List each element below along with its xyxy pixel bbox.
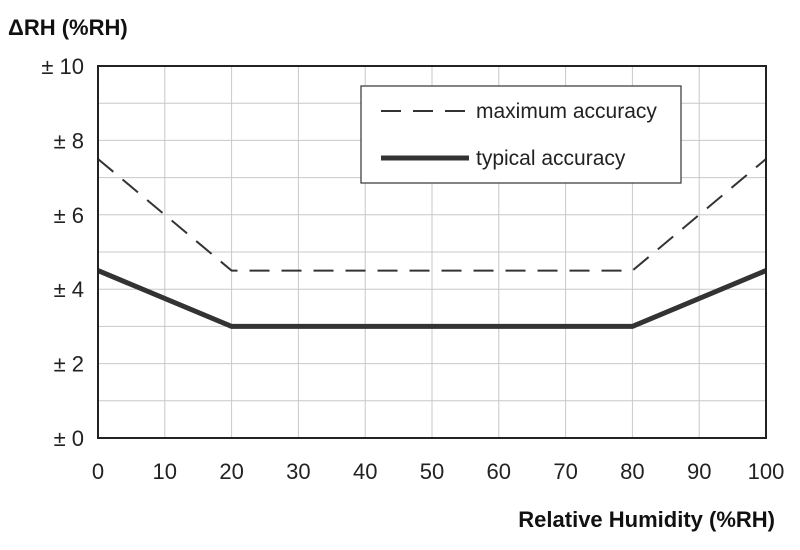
y-tick-label: ± 0 <box>54 426 84 451</box>
x-tick-label: 10 <box>153 459 177 484</box>
x-tick-label: 40 <box>353 459 377 484</box>
y-tick-label: ± 10 <box>41 54 84 79</box>
plot-frame <box>97 65 767 439</box>
x-tick-label: 90 <box>687 459 711 484</box>
legend-label: maximum accuracy <box>476 100 657 123</box>
y-axis-title: ΔRH (%RH) <box>8 15 128 40</box>
x-tick-label: 30 <box>286 459 310 484</box>
x-tick-label: 80 <box>620 459 644 484</box>
y-tick-label: ± 8 <box>54 128 84 153</box>
x-tick-label: 50 <box>420 459 444 484</box>
x-tick-label: 100 <box>748 459 785 484</box>
x-tick-label: 70 <box>553 459 577 484</box>
x-axis-title: Relative Humidity (%RH) <box>518 507 775 532</box>
x-tick-label: 60 <box>487 459 511 484</box>
series-lines <box>97 158 767 329</box>
series-line-typical-accuracy <box>97 268 767 329</box>
x-tick-label: 0 <box>92 459 104 484</box>
legend-label: typical accuracy <box>476 147 626 170</box>
y-tick-label: ± 4 <box>54 277 84 302</box>
tick-labels: 0 10 20 30 40 50 60 70 80 90 100 ± 0 ± 2 ± 4 ± 6 ± 8 ± 1… <box>41 54 784 484</box>
legend-box <box>360 85 682 184</box>
legend: maximum accuracy typical accuracy <box>360 85 682 184</box>
x-tick-label: 20 <box>219 459 243 484</box>
y-tick-label: ± 6 <box>54 203 84 228</box>
y-tick-label: ± 2 <box>54 352 84 377</box>
